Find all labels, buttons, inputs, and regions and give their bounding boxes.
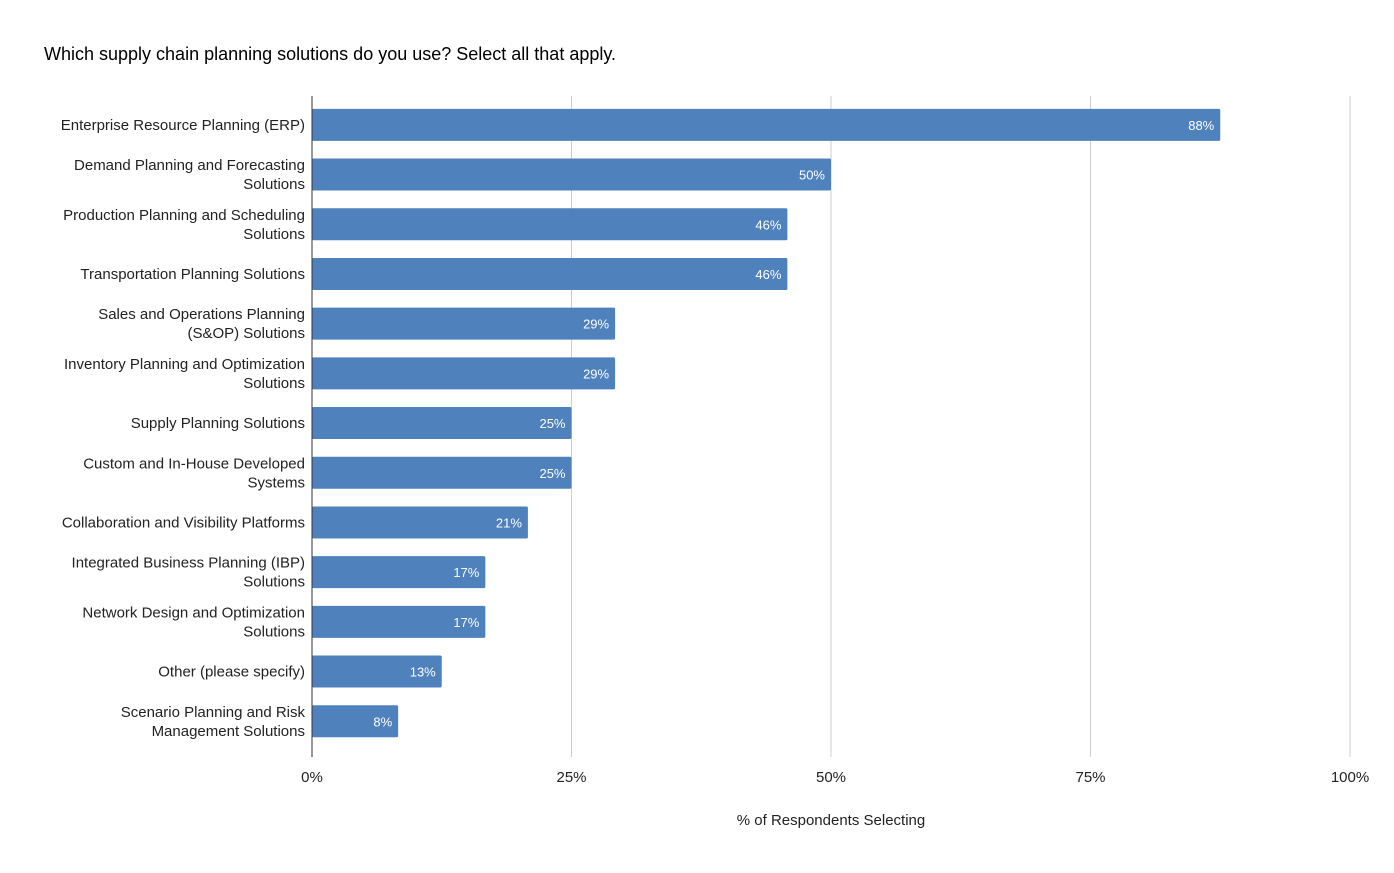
bar: [312, 605, 486, 638]
category-label-line: Custom and In-House Developed: [83, 455, 305, 472]
category-label: Supply Planning Solutions: [131, 415, 305, 432]
data-label: 29%: [583, 317, 609, 332]
data-label: 8%: [373, 714, 392, 729]
data-label: 88%: [1188, 118, 1214, 133]
category-label-line: Other (please specify): [158, 664, 305, 681]
data-label: 29%: [583, 366, 609, 381]
category-label: Custom and In-House Developed Systems: [83, 455, 305, 491]
category-label: Demand Planning and Forecasting Solutions: [74, 157, 305, 193]
category-label-line: Solutions: [243, 574, 305, 591]
x-tick-label: 50%: [816, 769, 846, 786]
bar: [312, 357, 616, 390]
category-label-line: Systems: [247, 474, 305, 491]
data-label: 17%: [453, 615, 479, 630]
bar: [312, 705, 399, 738]
x-tick-label: 0%: [301, 769, 323, 786]
category-label-line: Integrated Business Planning (IBP): [72, 555, 305, 572]
bar: [312, 456, 572, 489]
category-label: Inventory Planning and Optimization Solut…: [64, 356, 305, 392]
chart-title: Which supply chain planning solutions do…: [44, 44, 617, 64]
bar: [312, 108, 1221, 141]
category-label-line: Collaboration and Visibility Platforms: [62, 514, 305, 531]
data-label: 25%: [539, 416, 565, 431]
bar: [312, 307, 616, 340]
bar: [312, 257, 788, 290]
data-label: 50%: [799, 168, 825, 183]
data-label: 17%: [453, 565, 479, 580]
bar: [312, 556, 486, 589]
data-label: 25%: [539, 466, 565, 481]
category-label-line: Network Design and Optimization: [82, 604, 305, 621]
data-label: 46%: [755, 267, 781, 282]
x-axis-title: % of Respondents Selecting: [737, 812, 925, 829]
category-label-line: Enterprise Resource Planning (ERP): [61, 117, 305, 134]
category-label-line: Solutions: [243, 375, 305, 392]
bar: [312, 506, 528, 539]
category-label: Integrated Business Planning (IBP) Soluti…: [72, 555, 305, 591]
category-label: Scenario Planning and Risk Management Sol…: [121, 704, 306, 740]
category-label-line: Management Solutions: [152, 723, 305, 740]
data-label: 46%: [755, 217, 781, 232]
bar: [312, 407, 572, 440]
category-label: Transportation Planning Solutions: [80, 266, 305, 283]
category-label-line: Inventory Planning and Optimization: [64, 356, 305, 373]
category-label-line: Transportation Planning Solutions: [80, 266, 305, 283]
bar: [312, 158, 831, 191]
x-tick-label: 25%: [556, 769, 586, 786]
category-label-line: (S&OP) Solutions: [187, 325, 305, 342]
category-label-line: Solutions: [243, 176, 305, 193]
bar: [312, 655, 442, 688]
category-label: Other (please specify): [158, 664, 305, 681]
category-label: Sales and Operations Planning (S&OP) Solu…: [98, 306, 305, 342]
category-label-line: Sales and Operations Planning: [98, 306, 305, 323]
data-label: 13%: [410, 665, 436, 680]
category-label: Enterprise Resource Planning (ERP): [61, 117, 305, 134]
category-label-line: Scenario Planning and Risk: [121, 704, 306, 721]
category-label-line: Solutions: [243, 226, 305, 243]
x-tick-label: 75%: [1075, 769, 1105, 786]
category-label: Network Design and Optimization Solutions: [82, 604, 305, 640]
category-label-line: Production Planning and Scheduling: [63, 207, 305, 224]
category-label: Production Planning and Scheduling Soluti…: [63, 207, 305, 243]
category-label-line: Supply Planning Solutions: [131, 415, 305, 432]
bar: [312, 208, 788, 241]
category-label-line: Solutions: [243, 623, 305, 640]
data-label: 21%: [496, 515, 522, 530]
category-label-line: Demand Planning and Forecasting: [74, 157, 305, 174]
category-label: Collaboration and Visibility Platforms: [62, 514, 305, 531]
x-tick-label: 100%: [1331, 769, 1369, 786]
